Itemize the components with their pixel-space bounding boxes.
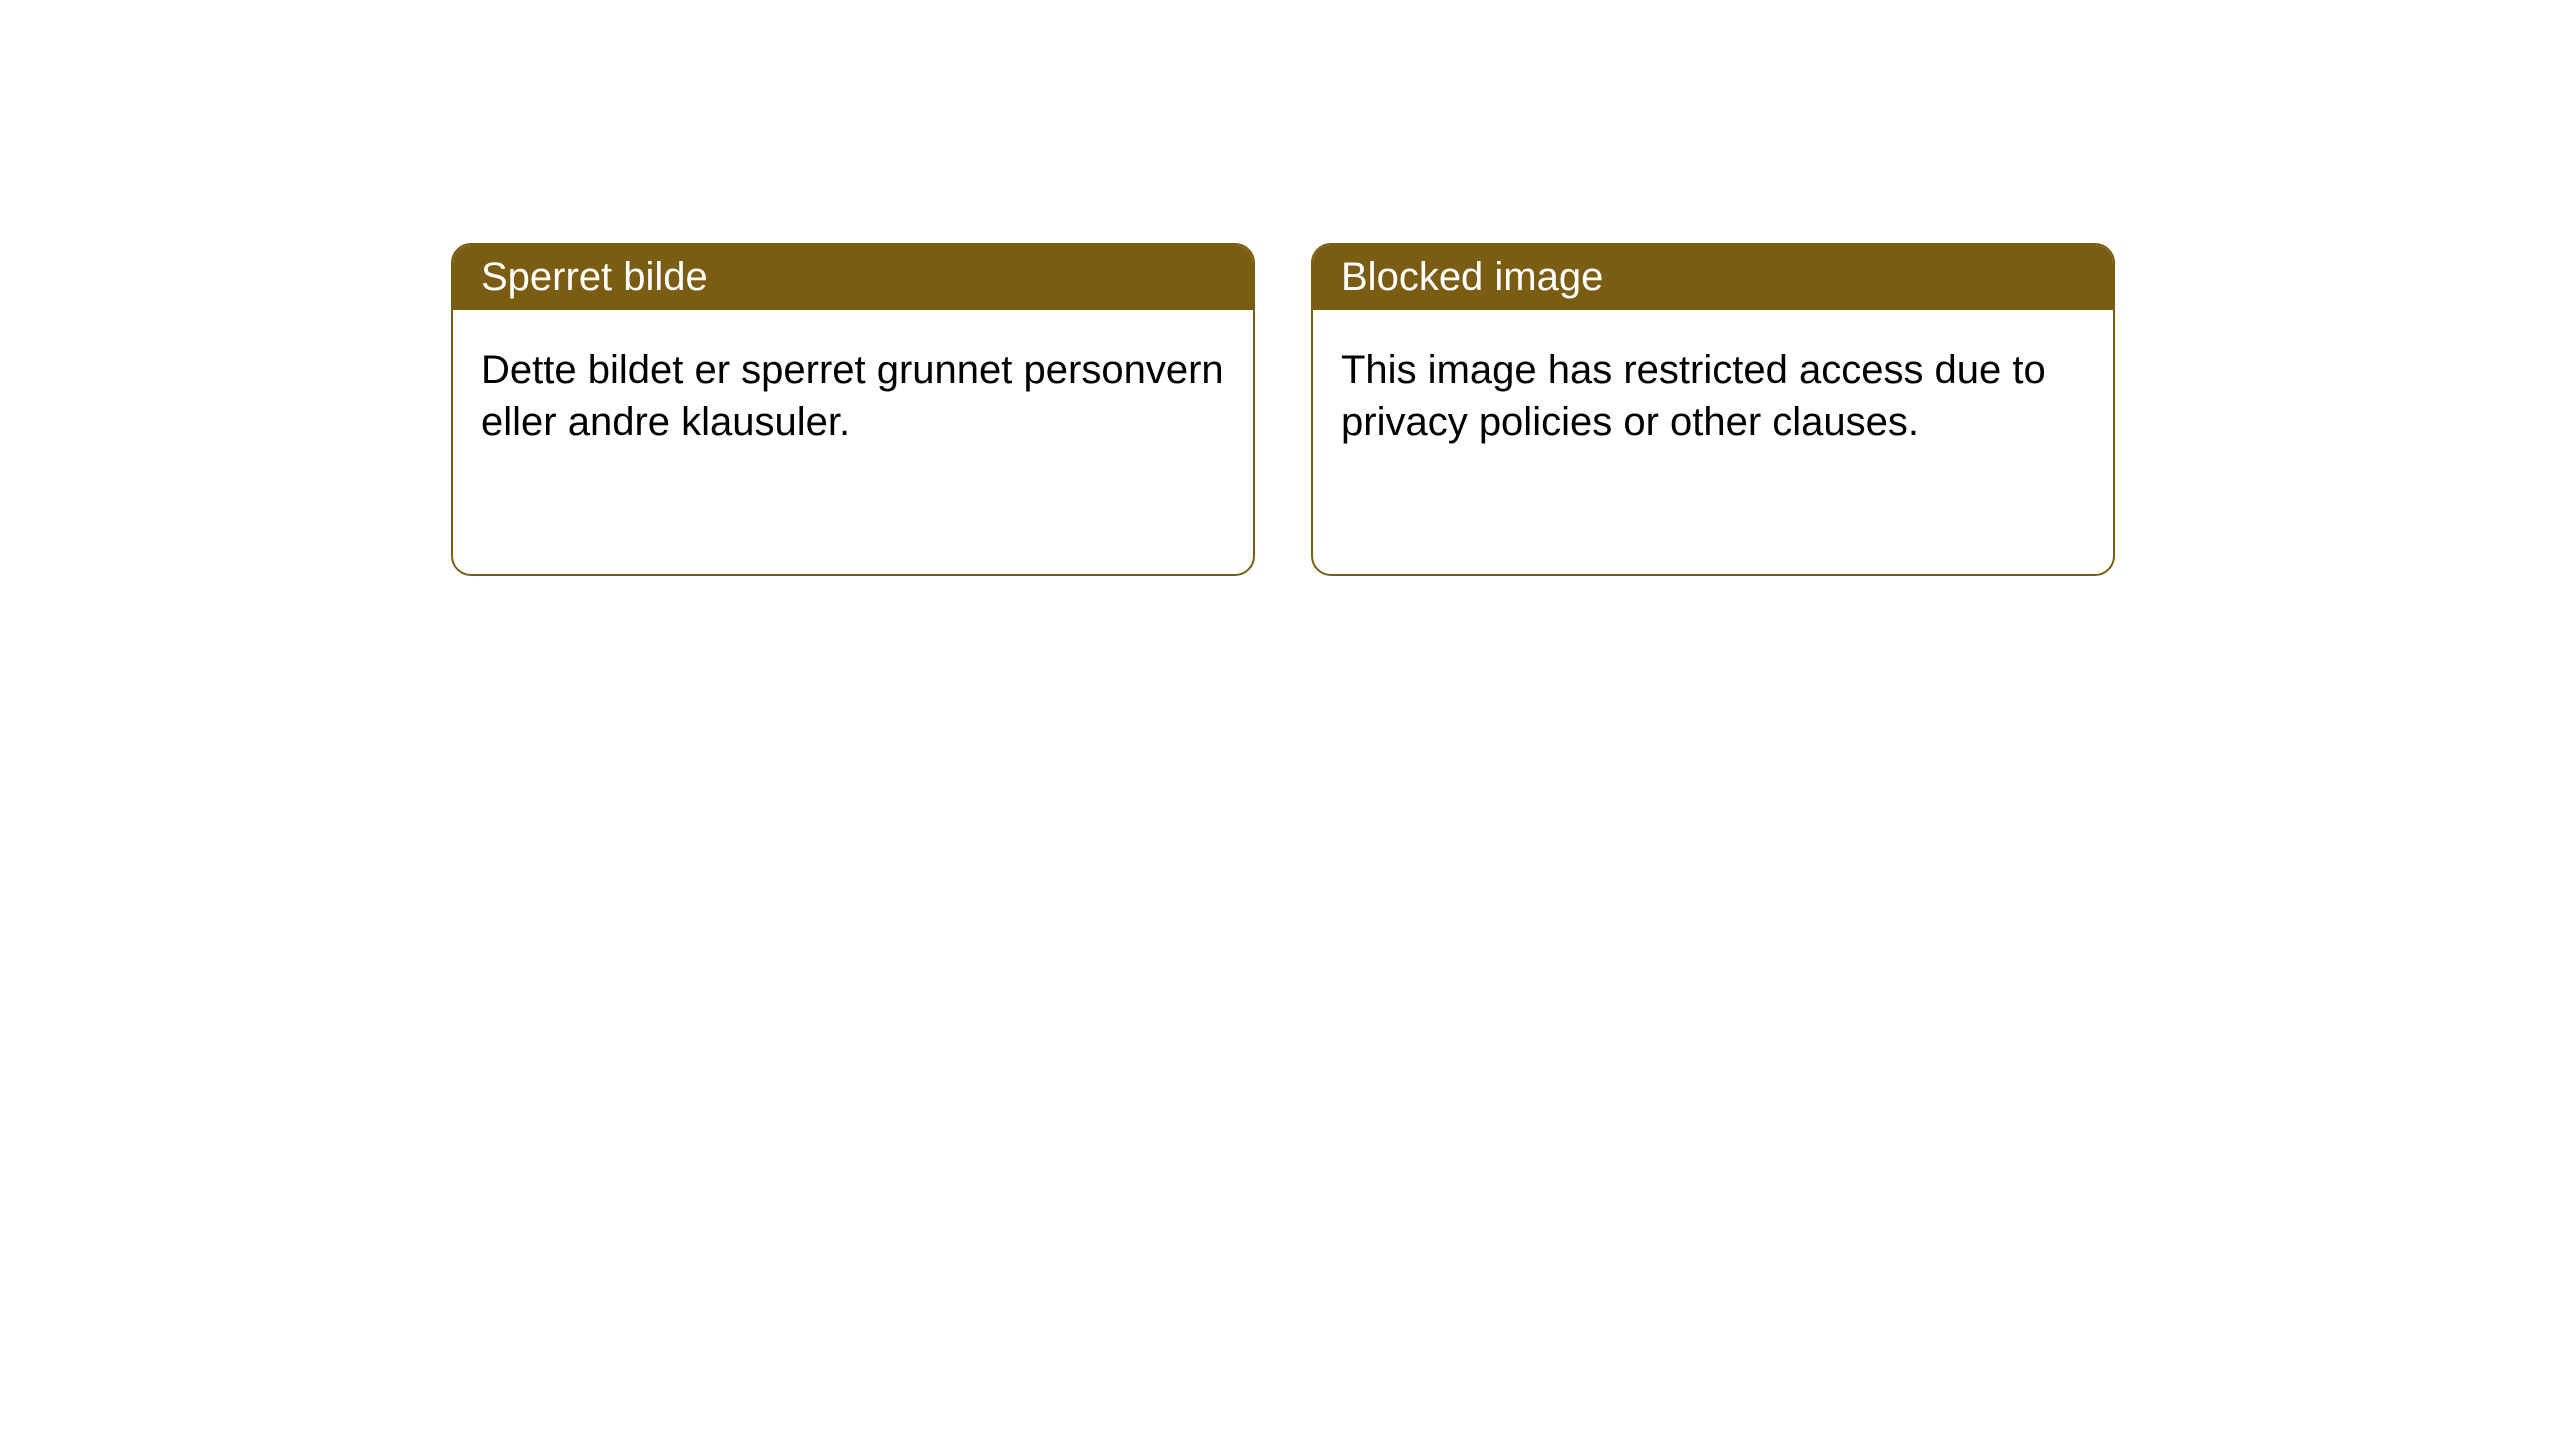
notice-cards-container: Sperret bilde Dette bildet er sperret gr… [0, 0, 2560, 576]
notice-card-title: Sperret bilde [453, 245, 1253, 310]
notice-card-title: Blocked image [1313, 245, 2113, 310]
notice-card-body: This image has restricted access due to … [1313, 310, 2113, 482]
notice-card-body: Dette bildet er sperret grunnet personve… [453, 310, 1253, 482]
notice-card-english: Blocked image This image has restricted … [1311, 243, 2115, 576]
notice-card-norwegian: Sperret bilde Dette bildet er sperret gr… [451, 243, 1255, 576]
